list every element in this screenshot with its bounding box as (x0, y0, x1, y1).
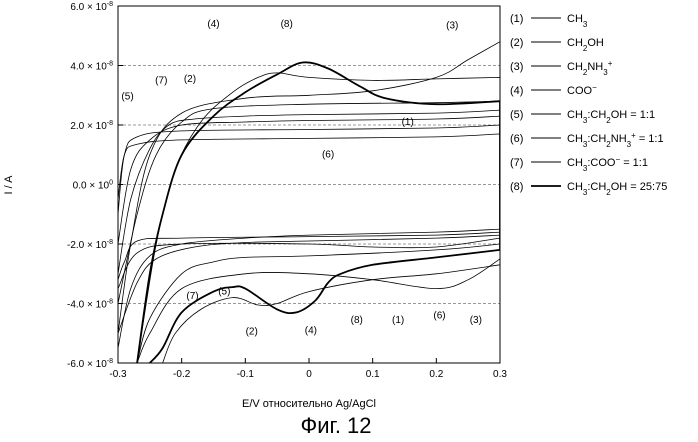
y-tick-label-1: 4.0 × 10-8 (70, 61, 113, 73)
curve-annotation-5: (6) (322, 150, 334, 161)
x-tick-label-6: 0.3 (493, 369, 507, 380)
curve-annotation-0: (1) (402, 117, 414, 128)
figure-caption: Фиг. 12 (300, 413, 371, 438)
legend-entry-label: CH3:CH2OH = 1:1 (567, 109, 655, 125)
x-tick-label-1: -0.2 (173, 369, 191, 380)
series-3-curve (118, 41, 500, 363)
y-tick-label-3: 0.0 × 100 (73, 180, 113, 192)
legend-entry-1: (1) CH3 (510, 13, 588, 29)
curve-annotation-6: (7) (155, 75, 167, 86)
curve-annotation-3: (4) (207, 19, 219, 30)
curve-annotation-10: (2) (246, 327, 258, 338)
legend: (1) CH3 (2) CH2OH (3) CH2NH3+ (4) COO− (5) CH3:CH… (510, 13, 667, 197)
legend-entry-label: CH3:COO− = 1:1 (567, 155, 648, 173)
legend-entry-label: CH3:CH2NH3+ = 1:1 (567, 131, 664, 149)
curve-annotation-1: (2) (184, 74, 196, 85)
x-tick-label-4: 0.1 (366, 369, 380, 380)
legend-entry-6: (6) CH3:CH2NH3+ = 1:1 (510, 131, 664, 149)
x-axis-label: E/V относительно Ag/AgCl (242, 398, 376, 410)
legend-entry-5: (5) CH3:CH2OH = 1:1 (510, 109, 655, 125)
legend-entry-id: (7) (510, 157, 523, 169)
x-tick-label-3: 0 (306, 369, 312, 380)
curve-annotation-12: (8) (351, 315, 363, 326)
tick-layer: -0.3 -0.2 -0.1 0 0.1 0.2 0.3 6.0 × 10-8 4.0 × 10… (67, 1, 507, 380)
curve-layer (118, 41, 500, 363)
curve-annotation-11: (4) (305, 325, 317, 336)
legend-entry-id: (8) (510, 181, 523, 193)
y-tick-label-5: -4.0 × 10-8 (67, 299, 113, 311)
series-7-curve (118, 109, 500, 349)
curve-annotation-2: (3) (446, 20, 458, 31)
series-5-curve (118, 115, 500, 334)
legend-entry-id: (4) (510, 85, 523, 97)
y-tick-label-6: -6.0 × 10-8 (67, 358, 113, 370)
curve-annotation-8: (7) (186, 291, 198, 302)
legend-entry-id: (3) (510, 61, 523, 73)
curve-annotation-4: (5) (121, 92, 133, 103)
legend-entry-label: CH2OH (567, 37, 604, 53)
legend-entry-id: (6) (510, 133, 523, 145)
legend-entry-id: (1) (510, 13, 523, 25)
curve-annotation-7: (8) (281, 19, 293, 30)
series-8-curve (136, 61, 500, 363)
series-1-curve (118, 133, 500, 280)
curve-annotation-15: (3) (470, 315, 482, 326)
legend-entry-4: (4) COO− (510, 83, 597, 98)
series-6-curve (118, 124, 500, 289)
y-axis-label: I / A (3, 175, 15, 195)
legend-entry-id: (5) (510, 109, 523, 121)
legend-entry-label: CH3:CH2OH = 25:75 (567, 181, 667, 197)
curve-annotation-14: (6) (433, 310, 445, 321)
legend-entry-label: CH3 (567, 13, 588, 29)
legend-entry-7: (7) CH3:COO− = 1:1 (510, 155, 648, 173)
x-tick-label-5: 0.2 (429, 369, 443, 380)
x-tick-label-2: -0.1 (237, 369, 255, 380)
y-tick-label-0: 6.0 × 10-8 (70, 1, 113, 13)
curve-annotation-13: (1) (392, 315, 404, 326)
y-tick-label-4: -2.0 × 10-8 (67, 239, 113, 251)
legend-entry-3: (3) CH2NH3+ (510, 59, 613, 77)
legend-entry-8: (8) CH3:CH2OH = 25:75 (510, 181, 667, 197)
legend-entry-label: CH2NH3+ (567, 59, 613, 77)
x-tick-label-0: -0.3 (109, 369, 127, 380)
annotation-layer: (1) (2) (3) (4) (5) (6) (7) (8) (7) (5) (2) (4) (8) (… (121, 19, 481, 338)
legend-entry-2: (2) CH2OH (510, 37, 604, 53)
legend-entry-id: (2) (510, 37, 523, 49)
y-tick-label-2: 2.0 × 10-8 (70, 120, 113, 132)
grid-layer (118, 65, 500, 304)
curve-annotation-9: (5) (218, 287, 230, 298)
legend-entry-label: COO− (567, 83, 597, 98)
